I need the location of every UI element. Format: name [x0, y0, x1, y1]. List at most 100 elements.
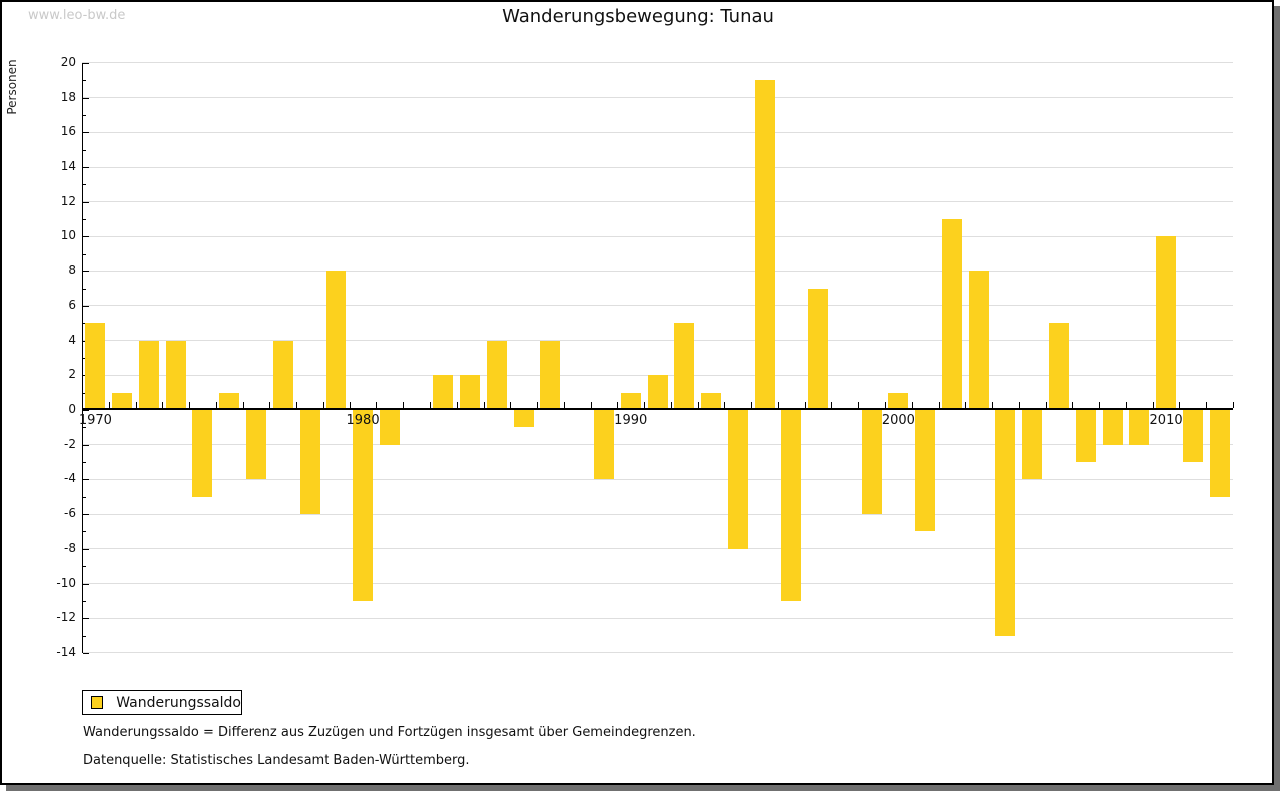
x-axis-tick	[644, 402, 646, 408]
y-major-tick	[83, 167, 89, 169]
y-major-tick	[83, 444, 89, 446]
x-axis-tick	[992, 402, 994, 408]
bar-1971	[112, 392, 133, 410]
y-minor-tick	[83, 392, 86, 394]
bar-1996	[781, 410, 802, 601]
x-axis-tick	[376, 402, 378, 408]
x-axis-tick	[429, 402, 431, 408]
y-major-tick	[83, 618, 89, 620]
x-axis-line	[82, 408, 1233, 410]
x-axis-tick	[189, 402, 191, 408]
y-tick-label: 6	[68, 297, 76, 312]
legend-label: Wanderungssaldo	[116, 694, 241, 711]
x-axis-tick	[242, 402, 244, 408]
x-axis-tick	[831, 402, 833, 408]
y-minor-tick	[83, 184, 86, 186]
x-axis-tick	[162, 402, 164, 408]
y-tick-label: -8	[64, 540, 76, 555]
x-axis-tick	[537, 402, 539, 408]
bar-1987	[540, 340, 561, 410]
x-axis-tick	[108, 402, 110, 408]
bar-1979	[326, 271, 347, 410]
x-axis-tick	[911, 402, 913, 408]
y-gridline	[82, 201, 1233, 203]
y-minor-tick	[83, 531, 86, 533]
x-axis-tick	[135, 402, 137, 408]
watermark: www.leo-bw.de	[28, 8, 126, 23]
x-axis-tick	[858, 402, 860, 408]
bar-2009	[1129, 410, 1150, 445]
bar-1970	[85, 323, 106, 410]
y-tick-label: -2	[64, 436, 76, 451]
bar-1980	[353, 410, 374, 601]
bar-1997	[808, 288, 829, 410]
y-major-tick	[83, 132, 89, 134]
bar-2001	[915, 410, 936, 532]
footnote-source: Datenquelle: Statistisches Landesamt Bad…	[83, 753, 470, 768]
y-gridline	[82, 131, 1233, 133]
y-minor-tick	[83, 149, 86, 151]
y-major-tick	[83, 305, 89, 307]
bar-1999	[861, 410, 882, 515]
y-minor-tick	[83, 600, 86, 602]
y-gridline	[82, 583, 1233, 585]
x-axis-tick	[670, 402, 672, 408]
bar-2008	[1102, 410, 1123, 445]
x-axis-tick	[1233, 402, 1234, 408]
y-major-tick	[83, 479, 89, 481]
y-major-tick	[83, 97, 89, 99]
bar-2005	[1022, 410, 1043, 480]
y-minor-tick	[83, 566, 86, 568]
y-minor-tick	[83, 323, 86, 325]
y-gridline	[82, 235, 1233, 237]
y-tick-label: -10	[56, 575, 76, 590]
y-gridline	[82, 305, 1233, 307]
x-axis-tick	[82, 402, 83, 408]
footnote-definition: Wanderungssaldo = Differenz aus Zuzügen …	[83, 725, 696, 740]
bar-2012	[1209, 410, 1230, 497]
x-tick-label: 2000	[881, 413, 915, 428]
y-minor-tick	[83, 288, 86, 290]
y-major-tick	[83, 410, 89, 411]
x-axis-tick	[322, 402, 324, 408]
bar-1989	[593, 410, 614, 480]
y-major-tick	[83, 548, 89, 550]
bar-1984	[460, 375, 481, 410]
x-tick-label: 1970	[78, 413, 112, 428]
y-minor-tick	[83, 427, 86, 429]
x-axis-tick	[751, 402, 753, 408]
x-axis-tick	[804, 402, 806, 408]
y-major-tick	[83, 652, 89, 654]
y-gridline	[82, 652, 1233, 654]
x-axis-tick	[510, 402, 512, 408]
y-tick-label: 18	[60, 89, 76, 104]
bar-1995	[754, 80, 775, 410]
y-minor-tick	[83, 357, 86, 359]
y-axis-line	[82, 62, 83, 653]
bar-1986	[513, 410, 534, 428]
y-minor-tick	[83, 114, 86, 116]
y-tick-label: 2	[68, 367, 76, 382]
y-tick-label: -4	[64, 471, 76, 486]
y-minor-tick	[83, 635, 86, 637]
x-axis-tick	[1206, 402, 1208, 408]
bar-1977	[272, 340, 293, 410]
y-tick-label: 4	[68, 332, 76, 347]
legend-box: Wanderungssaldo	[82, 690, 242, 715]
x-axis-tick	[1179, 402, 1181, 408]
y-gridline	[82, 166, 1233, 168]
y-gridline	[82, 62, 1233, 64]
y-tick-label: -14	[56, 644, 76, 659]
bar-1978	[299, 410, 320, 515]
x-axis-tick	[965, 402, 967, 408]
y-gridline	[82, 617, 1233, 619]
x-axis-tick	[724, 402, 726, 408]
x-tick-label: 1980	[346, 413, 380, 428]
x-axis-tick	[456, 402, 458, 408]
y-major-tick	[83, 201, 89, 203]
x-axis-tick	[1152, 402, 1154, 408]
bar-1985	[486, 340, 507, 410]
y-gridline	[82, 340, 1233, 342]
